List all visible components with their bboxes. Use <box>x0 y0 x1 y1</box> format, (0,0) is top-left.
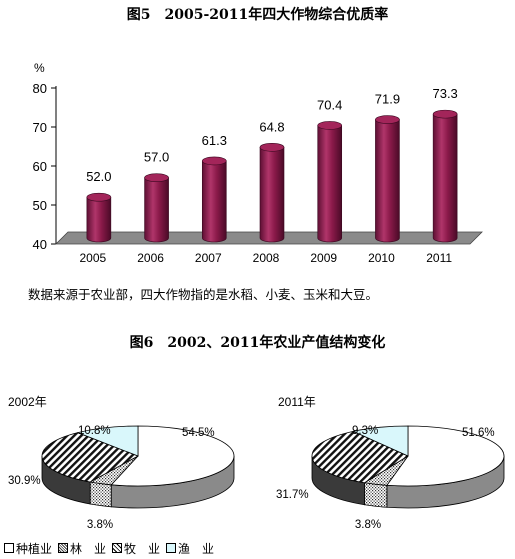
pie-slice-0 <box>110 425 235 487</box>
bar-2006 <box>144 173 169 243</box>
figure5-title: 图5 2005-2011年四大作物综合优质率 <box>126 7 389 23</box>
pie-value-label: 10.8% <box>78 425 111 437</box>
x-tick-label: 2009 <box>310 251 337 265</box>
x-tick-label: 2011 <box>426 251 452 265</box>
pie-slice-2 <box>41 432 139 483</box>
y-tick-label: 70 <box>33 120 47 135</box>
legend-swatch-fishery <box>166 543 177 553</box>
bar-body <box>86 196 112 243</box>
bar-body <box>317 125 343 243</box>
bar-2005 <box>86 192 112 243</box>
legend-item-forestry: 林 业 <box>58 540 106 557</box>
legend-label-fishery: 渔 业 <box>178 541 215 556</box>
pie-value-label: 30.9% <box>8 475 41 487</box>
legend-label-planting: 种植业 <box>16 541 53 556</box>
bar-top <box>86 192 112 202</box>
x-tick-label: 2010 <box>368 251 395 265</box>
bar-top <box>375 115 400 124</box>
pie-2002: 2002年 54.5% 3.8% 30.9% 10.8% <box>8 395 235 531</box>
bar-top <box>144 173 169 182</box>
bar-top <box>432 109 458 119</box>
bar-top <box>201 156 227 166</box>
legend-label-forestry: 林 业 <box>70 541 107 556</box>
legend-label-livestock: 牧 业 <box>124 541 161 556</box>
pie-value-label: 3.8% <box>355 519 381 531</box>
bar-body <box>259 146 285 243</box>
pie-2011: 2011年 51.6% 3.8% 31.7% 9.3% <box>276 395 505 531</box>
bar-value-label: 70.4 <box>317 97 342 112</box>
pie-value-label: 31.7% <box>276 489 309 501</box>
y-axis-unit-label: % <box>34 61 45 75</box>
bar-value-label: 61.3 <box>202 133 227 148</box>
pie-side-1 <box>364 482 388 508</box>
data-source-note: 数据来源于农业部，四大作物指的是水稻、小麦、玉米和大豆。 <box>28 287 379 302</box>
output-structure-pie-charts: 2002年 54.5% 3.8% 30.9% 10.8% 2011年 51.6% 3.8% 31… <box>8 395 505 531</box>
legend-swatch-livestock <box>112 543 123 553</box>
legend-item-fishery: 渔 业 <box>166 540 214 557</box>
pie-slice-3 <box>76 425 139 457</box>
y-tick-label: 60 <box>33 159 47 174</box>
pie-legend: 种植业 林 业 牧 业 渔 业 <box>4 540 220 556</box>
pie-value-label: 51.6% <box>462 427 495 439</box>
bar-2010 <box>375 115 400 243</box>
pie-slice-2 <box>311 430 409 484</box>
bar-body <box>201 160 227 243</box>
bar-value-label: 52.0 <box>86 169 111 184</box>
y-tick-label: 80 <box>33 81 47 96</box>
legend-swatch-planting <box>4 543 14 553</box>
bar-top <box>317 121 343 130</box>
x-tick-label: 2006 <box>137 251 164 265</box>
bar-2011 <box>432 109 458 243</box>
legend-item-planting: 种植业 <box>4 540 52 557</box>
bar-top <box>259 142 285 152</box>
pie-year-label: 2011年 <box>278 395 316 409</box>
quality-rate-bar-chart: % 40 50 60 70 80 52.0 2005 57.0 2006 61.3 2007 64.8 2… <box>33 61 483 265</box>
bar-value-label: 73.3 <box>432 86 457 101</box>
figure6-title: 图6 2002、2011年农业产值结构变化 <box>129 335 386 351</box>
bar-value-label: 71.9 <box>375 92 400 107</box>
bar-2008 <box>259 142 285 243</box>
bar-body <box>144 177 169 243</box>
legend-swatch-forestry <box>58 543 69 553</box>
pie-value-label: 3.8% <box>87 519 113 531</box>
y-tick-label: 40 <box>33 237 47 252</box>
pie-value-label: 54.5% <box>182 427 215 439</box>
pie-slice-0 <box>386 425 505 487</box>
x-tick-label: 2007 <box>195 251 222 265</box>
pie-year-label: 2002年 <box>8 395 47 409</box>
pie-side-1 <box>89 481 112 508</box>
bar-2007 <box>201 156 227 243</box>
bar-body <box>375 119 400 243</box>
y-tick-label: 50 <box>33 198 47 213</box>
legend-item-livestock: 牧 业 <box>112 540 160 557</box>
bar-value-label: 64.8 <box>259 119 284 134</box>
bar-body <box>432 113 458 243</box>
x-tick-label: 2005 <box>80 251 107 265</box>
bar-2009 <box>317 121 343 243</box>
pie-value-label: 9.3% <box>352 425 378 437</box>
bar-value-label: 57.0 <box>144 150 169 165</box>
pie-slice-3 <box>352 425 409 457</box>
x-tick-label: 2008 <box>253 251 280 265</box>
